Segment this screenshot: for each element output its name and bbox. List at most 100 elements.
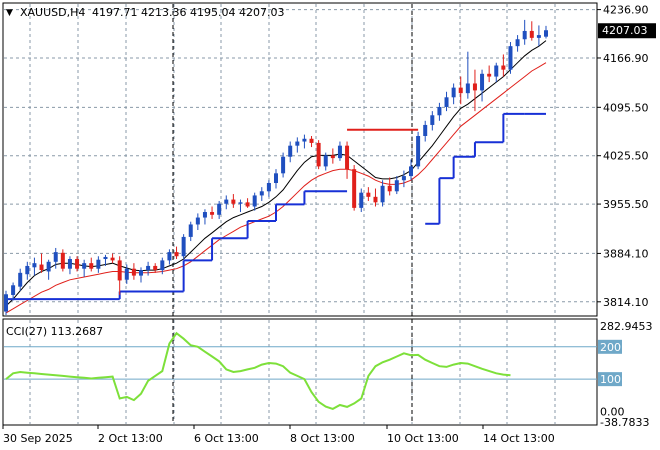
symbol-label: XAUUSD,H4 <box>20 6 85 19</box>
candle-body <box>266 182 271 192</box>
candle-body <box>103 256 108 260</box>
candle-body <box>281 156 286 174</box>
candle-body <box>309 138 314 143</box>
cci-indicator-label: CCI(27) 113.2687 <box>6 325 103 338</box>
candle-body <box>423 124 428 137</box>
candle-body <box>352 169 357 208</box>
candle-body <box>82 263 87 269</box>
candle-body <box>195 217 200 225</box>
candle-body <box>430 115 435 125</box>
collapse-arrow-icon[interactable]: ▼ <box>6 8 13 18</box>
candle-body <box>131 268 136 276</box>
candle-body <box>217 203 222 215</box>
candle-body <box>238 202 243 204</box>
candle-body <box>288 145 293 157</box>
candle-body <box>117 260 122 281</box>
current-price-box <box>598 23 656 39</box>
cci-tick-label: 100 <box>600 373 621 386</box>
time-axis: 30 Sep 2025 2 Oct 13:00 6 Oct 13:00 8 Oct 1… <box>2 425 555 445</box>
candle-body <box>451 87 456 98</box>
price-tick-label: 4025.50 <box>603 150 649 163</box>
main-pane-frame <box>2 2 598 317</box>
cci-pane-frame <box>2 318 598 426</box>
time-tick-label: 30 Sep 2025 <box>3 432 73 445</box>
price-tick-label: 3955.50 <box>603 198 649 211</box>
candle-body <box>487 73 492 77</box>
candle-body <box>522 30 527 40</box>
candle-body <box>146 265 151 271</box>
candle-body <box>387 185 392 192</box>
candle-body <box>25 265 30 275</box>
candle-body <box>529 30 534 38</box>
time-tick-label: 10 Oct 13:00 <box>387 432 459 445</box>
candles <box>4 19 548 315</box>
candle-body <box>494 65 499 77</box>
candle-body <box>39 264 44 271</box>
candle-body <box>32 263 37 268</box>
candle-body <box>110 257 115 261</box>
time-tick-label: 14 Oct 13:00 <box>483 432 555 445</box>
candle-body <box>153 265 158 271</box>
candle-body <box>4 294 8 312</box>
candle-body <box>444 97 449 107</box>
cci-level-badge <box>598 372 622 387</box>
candle-body <box>345 145 350 170</box>
candle-body <box>536 35 541 38</box>
price-tick-label: 4166.90 <box>603 52 649 65</box>
candle-body <box>416 136 421 167</box>
cci-tick-label: 0.00 <box>600 405 625 418</box>
cci-tick-label: -38.7833 <box>600 416 649 429</box>
price-axis: 4236.90 4166.90 4095.50 4025.50 3955.50 3884.… <box>597 4 656 309</box>
price-tick-label: 3814.10 <box>603 296 649 309</box>
trailing-stop-line <box>6 112 546 301</box>
price-tick-label: 4095.50 <box>603 101 649 114</box>
candle-body <box>515 39 520 47</box>
current-price-label: 4207.03 <box>602 24 648 37</box>
candle-body <box>480 73 485 91</box>
candle-body <box>323 155 328 167</box>
candle-body <box>174 252 179 257</box>
candle-body <box>302 138 307 142</box>
candle-body <box>544 30 548 37</box>
candle-body <box>501 65 506 70</box>
candle-body <box>394 180 399 192</box>
candle-body <box>53 252 58 262</box>
candle-body <box>224 199 229 204</box>
candle-body <box>210 212 215 215</box>
cci-tick-label: 200 <box>600 341 621 354</box>
candle-body <box>188 224 193 237</box>
candle-body <box>124 268 129 280</box>
candle-body <box>11 285 16 295</box>
time-tick-label: 2 Oct 13:00 <box>98 432 163 445</box>
candle-body <box>160 260 165 271</box>
candle-body <box>295 141 300 146</box>
candle-body <box>75 259 80 269</box>
candle-body <box>60 252 65 269</box>
ma-fast-line <box>5 40 547 307</box>
candle-body <box>409 166 413 177</box>
candle-body <box>274 173 278 183</box>
candle-body <box>373 196 378 203</box>
candle-body <box>337 145 342 159</box>
session-separators <box>172 4 413 424</box>
candle-body <box>316 142 321 167</box>
candle-body <box>401 176 406 181</box>
candle-body <box>181 236 186 257</box>
cci-axis: 282.9453 200 100 0.00-38.7833 <box>598 320 653 429</box>
price-tick-label: 3884.10 <box>603 247 649 260</box>
time-tick-label: 6 Oct 13:00 <box>194 432 259 445</box>
candle-body <box>89 263 94 269</box>
candle-body <box>380 185 385 203</box>
candle-body <box>202 212 207 218</box>
candle-body <box>330 155 335 159</box>
candle-body <box>359 192 364 208</box>
candle-body <box>245 202 250 207</box>
time-tick-label: 8 Oct 13:00 <box>290 432 355 445</box>
candle-body <box>252 195 257 207</box>
candle-body <box>437 106 442 116</box>
candle-body <box>96 259 101 269</box>
candle-body <box>167 252 172 261</box>
price-tick-label: 4236.90 <box>603 4 649 17</box>
candle-body <box>46 261 51 272</box>
